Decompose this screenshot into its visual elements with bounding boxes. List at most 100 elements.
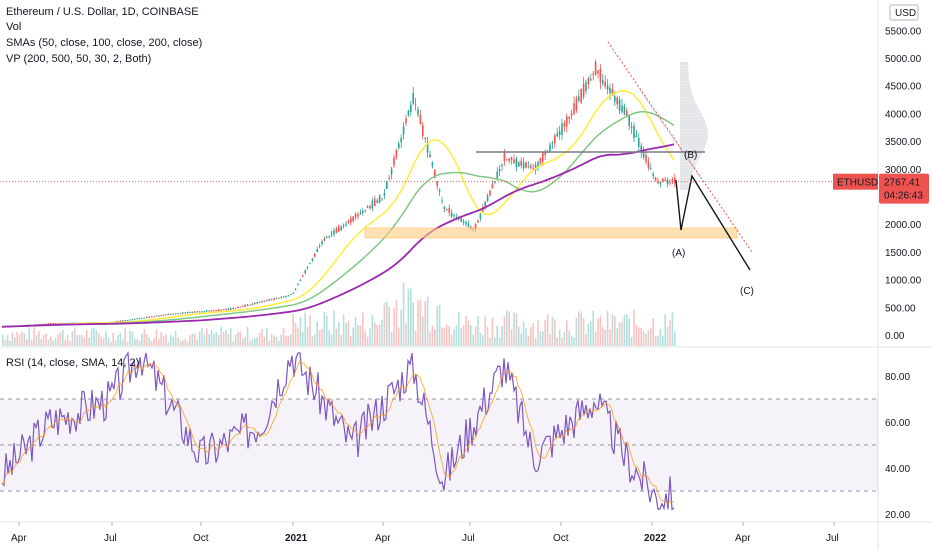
candle-body [582, 83, 585, 98]
candle-body [573, 103, 575, 115]
volume-bar [484, 316, 486, 346]
candle-body [426, 142, 429, 153]
candle-body [330, 233, 333, 236]
time-axis-tick-label: Jul [462, 533, 475, 544]
candle-body [532, 168, 534, 170]
candle-body [371, 200, 374, 209]
time-axis-tick-label: 2021 [285, 533, 308, 544]
volume-bar [143, 328, 146, 346]
volume-bar [66, 334, 69, 346]
volume-bar [280, 334, 282, 346]
price-axis-tick-label: 3000.00 [885, 165, 922, 176]
volume-bar [290, 334, 292, 346]
candle-body [446, 208, 448, 210]
rsi-axis-tick-label: 60.00 [885, 418, 910, 429]
volume-bar [455, 325, 458, 346]
candle-body [143, 317, 146, 319]
volume-bar [534, 338, 537, 346]
volume-bar [491, 317, 494, 346]
candle-body [256, 302, 258, 304]
volume-bar [306, 327, 309, 346]
candle-body [273, 298, 275, 300]
volume-profile-bar [680, 113, 702, 117]
volume-bar [602, 327, 604, 346]
volume-bar [52, 340, 54, 346]
volume-bar [172, 336, 174, 346]
volume-bar [347, 320, 350, 346]
volume-bar [434, 329, 436, 346]
volume-bar [417, 300, 419, 346]
candle-body [534, 164, 537, 171]
volume-bar [122, 339, 124, 346]
volume-profile-bar [680, 106, 699, 110]
candle-body [515, 158, 518, 168]
symbol-tag-label: ETHUSD [837, 178, 878, 189]
volume-bar [213, 333, 215, 346]
sma-100-line [1, 110, 675, 328]
volume-bar [210, 329, 213, 346]
volume-bar [227, 334, 230, 346]
candle-body [54, 323, 57, 325]
volume-bar [458, 312, 460, 346]
candle-body [554, 135, 556, 144]
volume-bar [198, 331, 201, 346]
volume-bar [35, 335, 38, 346]
candle-body [117, 320, 119, 322]
candle-body [438, 189, 441, 192]
volume-bar [645, 333, 647, 346]
candle-body [549, 144, 551, 152]
candle-body [278, 297, 280, 299]
volume-bar [453, 329, 455, 346]
volume-bar [402, 282, 405, 346]
volume-bar [474, 326, 477, 346]
volume-bar [335, 328, 338, 346]
volume-bar [186, 341, 189, 346]
candle-body [647, 160, 650, 168]
candle-body [40, 323, 42, 325]
volume-bar [364, 331, 366, 346]
volume-profile-bar [680, 97, 694, 101]
candle-body [599, 68, 602, 83]
volume-profile-bar [680, 119, 706, 123]
volume-bar [568, 330, 570, 346]
volume-bar [407, 288, 410, 346]
candle-body [374, 198, 376, 206]
candle-body [616, 97, 618, 105]
candle-body [254, 303, 256, 305]
candle-body [189, 311, 191, 314]
candle-body [431, 162, 434, 167]
volume-profile-bar [680, 94, 693, 97]
candle-body [602, 80, 604, 84]
volume-profile-bar [680, 62, 689, 65]
volume-bar [270, 334, 273, 346]
candle-body [148, 316, 150, 318]
candle-body [126, 320, 129, 322]
candle-body [208, 310, 210, 312]
candle-body [422, 125, 424, 136]
candle-body [165, 314, 167, 316]
candle-body [585, 82, 587, 92]
candle-body [194, 311, 196, 313]
candle-body [453, 214, 455, 217]
volume-bar [4, 340, 6, 346]
candle-body [388, 177, 390, 179]
legend-rsi: RSI (14, close, SMA, 14, 2) [6, 357, 140, 369]
volume-bar [414, 330, 417, 346]
candle-body [215, 310, 218, 312]
candle-body [158, 315, 160, 317]
candle-body [508, 158, 510, 161]
candle-body [285, 296, 287, 298]
volume-bar [513, 312, 515, 346]
volume-bar [203, 334, 206, 346]
volume-bar [234, 334, 237, 346]
volume-profile-bar [680, 103, 697, 107]
candle-body [47, 323, 50, 325]
candle-body [498, 168, 501, 172]
volume-bar [582, 318, 585, 346]
volume-bar [376, 324, 378, 346]
volume-bar [448, 326, 450, 346]
volume-bar [503, 316, 506, 346]
candle-body [258, 301, 261, 303]
candle-body [302, 275, 304, 277]
volume-bar [472, 335, 474, 346]
